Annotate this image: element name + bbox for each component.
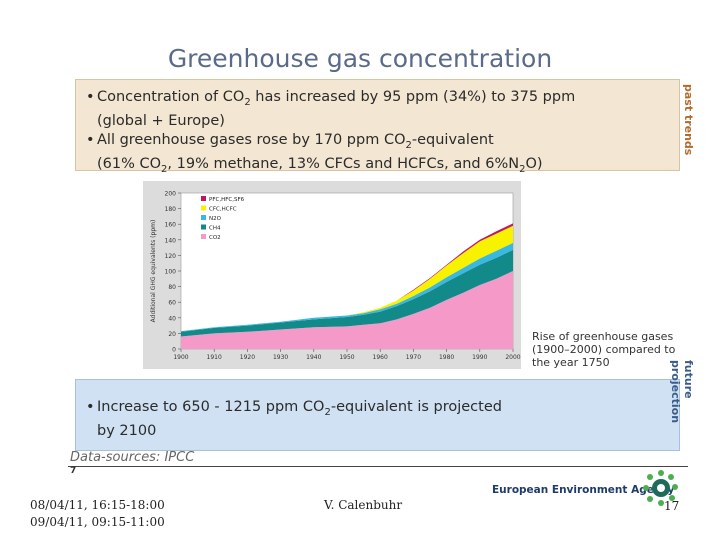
caption-line: Rise of greenhouse gases	[532, 330, 674, 343]
legend-swatch	[201, 215, 206, 220]
bullet-text-line2: by 2100	[97, 422, 157, 439]
legend-entry: CH4	[209, 226, 221, 232]
x-tick-label: 1920	[240, 354, 255, 361]
x-tick-label: 1900	[173, 354, 188, 361]
y-tick-label: 140	[165, 237, 177, 244]
legend-swatch	[201, 224, 206, 230]
y-tick-label: 20	[168, 331, 176, 338]
footer-author: V. Calenbuhr	[324, 498, 403, 512]
y-tick-label: 100	[165, 269, 177, 276]
legend-entry: CO2	[209, 235, 221, 241]
bullet-text: All greenhouse gases rose by 170 ppm CO2…	[97, 132, 494, 151]
past-bullet-2: • All greenhouse gases rose by 170 ppm C…	[86, 131, 543, 179]
y-tick-label: 120	[165, 253, 177, 260]
legend-swatch	[201, 234, 206, 239]
y-tick-label: 40	[168, 315, 176, 322]
y-tick-label: 0	[172, 347, 176, 354]
x-tick-label: 1950	[339, 354, 354, 361]
x-tick-label: 1910	[207, 354, 222, 361]
y-tick-label: 160	[165, 222, 177, 229]
future-projection-box	[75, 379, 680, 451]
eea-logo-icon	[643, 470, 678, 506]
legend-swatch	[201, 205, 206, 211]
x-tick-label: 1970	[406, 354, 421, 361]
series-area-ch4	[181, 249, 513, 337]
data-sources: Data-sources: IPCC	[70, 450, 195, 465]
bullet-text-line2: (61% CO2, 19% methane, 13% CFCs and HCFC…	[97, 155, 543, 175]
footer-date-2: 09/04/11, 09:15-11:00	[30, 515, 165, 529]
x-tick-label: 1960	[373, 354, 388, 361]
legend-entry: PFC,HFC,SF6	[209, 197, 245, 203]
y-axis-label: Additional GHG equivalents (ppm)	[150, 220, 157, 323]
x-tick-label: 1990	[472, 354, 487, 361]
slide-title: Greenhouse gas concentration	[167, 44, 553, 73]
x-tick-label: 1980	[439, 354, 454, 361]
bullet-dot: •	[86, 89, 95, 105]
future-projection-label: future projection	[669, 360, 695, 424]
legend-entry: CFC,HCFC	[209, 207, 237, 213]
chart-panel: 0 20 40 60 80 100 120 140 160 180 200 1900 1910 1920 1…	[143, 181, 521, 369]
past-bullet-1: • Concentration of CO2 has increased by …	[86, 88, 576, 131]
page-number: 17	[664, 499, 680, 513]
y-tick-label: 200	[165, 191, 177, 198]
y-tick-label: 80	[168, 284, 176, 291]
y-tick-label: 180	[165, 206, 177, 213]
footer-date-1: 08/04/11, 16:15-18:00	[30, 498, 165, 512]
y-tick-label: 60	[168, 300, 176, 307]
footer-divider	[68, 466, 688, 467]
legend-swatch	[201, 196, 206, 201]
bullet-text-line2: (global + Europe)	[97, 112, 225, 129]
series-area-co2	[181, 271, 513, 349]
caption-line: the year 1750	[532, 356, 610, 369]
footer-mark: 7	[70, 466, 77, 476]
x-tick-label: 1930	[273, 354, 288, 361]
chart-caption: Rise of greenhouse gases (1900–2000) com…	[532, 330, 682, 369]
x-tick-label: 2000	[505, 354, 520, 361]
x-tick-label: 1940	[306, 354, 321, 361]
agency-name: European Environment Agency	[492, 484, 675, 496]
past-trends-label: past trends	[682, 84, 695, 156]
future-bullet: • Increase to 650 - 1215 ppm CO2-equival…	[86, 398, 502, 441]
bullet-text: Concentration of CO2 has increased by 95…	[97, 89, 576, 108]
past-trends-box	[75, 79, 680, 171]
legend-entry: N2O	[209, 216, 222, 222]
bullet-dot: •	[86, 132, 95, 148]
caption-line: (1900–2000) compared to	[532, 343, 676, 356]
bullet-text: Increase to 650 - 1215 ppm CO2-equivalen…	[97, 399, 502, 418]
ghg-area-chart: 0 20 40 60 80 100 120 140 160 180 200 1900 1910 1920 1…	[150, 191, 521, 362]
bullet-dot: •	[86, 399, 95, 415]
